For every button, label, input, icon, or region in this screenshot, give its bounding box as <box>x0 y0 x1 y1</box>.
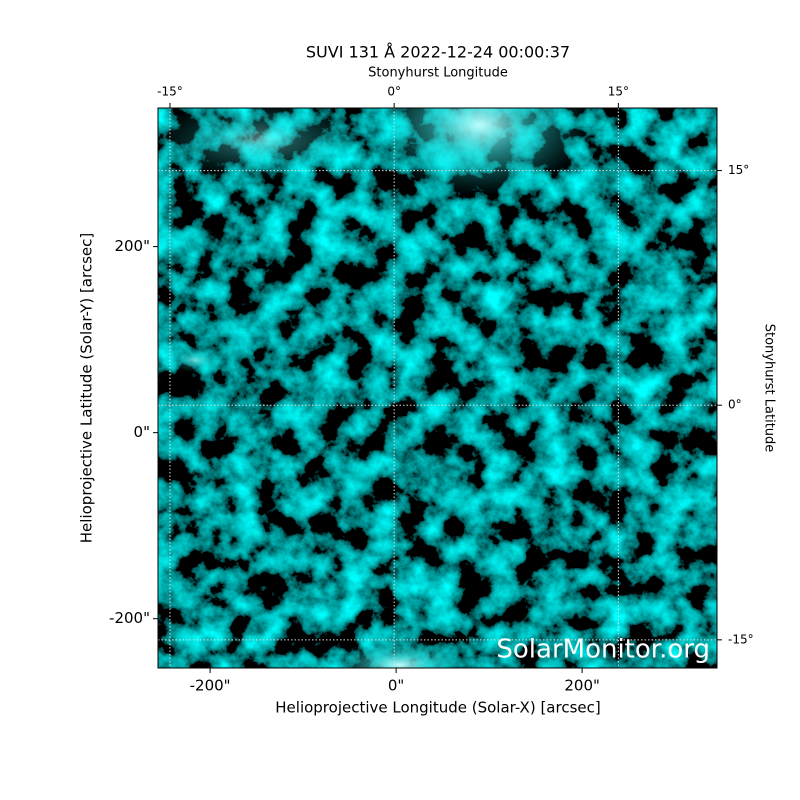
x-axis-label: Helioprojective Longitude (Solar-X) [arc… <box>275 699 600 717</box>
x2-axis-label: Stonyhurst Longitude <box>368 66 508 81</box>
x-tick-label: 0" <box>388 677 404 695</box>
chart-title: SUVI 131 Å 2022-12-24 00:00:37 <box>306 43 570 62</box>
y-tick-label: 0" <box>134 423 150 441</box>
watermark: SolarMonitor.org <box>496 635 710 665</box>
plot-frame <box>157 107 718 669</box>
x-tick-label: 200" <box>564 677 600 695</box>
x-tick-label: -200" <box>190 677 231 695</box>
y2-tick-label: 0° <box>728 398 742 412</box>
y2-axis-label: Stonyhurst Latitude <box>762 324 777 453</box>
y-tick-label: 200" <box>114 237 150 255</box>
x2-tick-label: 15° <box>608 85 629 99</box>
y2-tick-label: 15° <box>728 163 749 177</box>
solar-image <box>158 108 717 668</box>
y-axis-label: Helioprojective Latitude (Solar-Y) [arcs… <box>78 233 96 543</box>
y2-tick-label: -15° <box>728 632 754 646</box>
y-tick-label: -200" <box>109 609 150 627</box>
x2-tick-label: 0° <box>387 85 401 99</box>
x2-tick-label: -15° <box>157 85 183 99</box>
